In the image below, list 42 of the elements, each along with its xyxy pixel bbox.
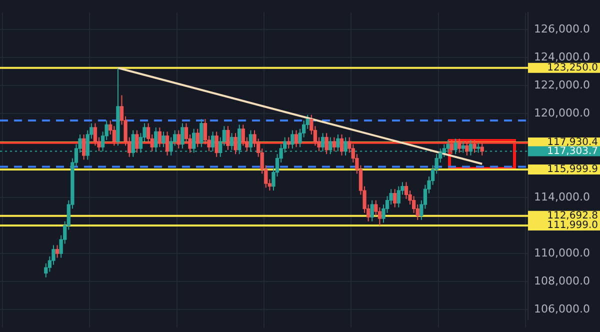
candlestick [472, 140, 476, 154]
y-tick-label: 106,000.0 [534, 302, 590, 316]
candlestick [393, 188, 397, 208]
candlestick [370, 200, 374, 222]
candlestick [396, 186, 400, 208]
candlestick [458, 138, 462, 154]
candlestick [135, 130, 139, 154]
candlestick [180, 122, 184, 149]
candlestick [340, 134, 344, 156]
y-tick-label: 124,000.0 [534, 50, 590, 64]
candlestick [165, 131, 170, 156]
candlestick [176, 130, 180, 149]
candlestick [214, 131, 218, 158]
candlestick [286, 136, 290, 149]
candlestick [162, 131, 166, 148]
candlestick [465, 140, 469, 156]
y-tick-label: 120,000.0 [534, 106, 590, 120]
candlestick [468, 140, 473, 156]
ref-line-label: 112,692.8 [547, 210, 598, 222]
y-tick-label: 110,000.0 [534, 246, 590, 260]
y-tick-label: 122,000.0 [534, 78, 590, 92]
ref-line-label: 123,250.0 [547, 62, 598, 74]
candlestick [158, 126, 162, 148]
ref-line-label: 115,999.9 [547, 164, 598, 176]
candlestick [294, 130, 298, 148]
candlestick [290, 130, 294, 149]
y-tick-label: 126,000.0 [534, 22, 590, 36]
ref-line-label: 117,303.7 [547, 146, 598, 157]
candlestick [196, 128, 200, 148]
candlestick [200, 118, 204, 148]
candlestick [332, 136, 336, 152]
y-tick-label: 114,000.0 [534, 190, 590, 204]
candlestick [82, 134, 86, 160]
candlestick [344, 136, 348, 156]
candlestick [226, 126, 230, 150]
candlestick [480, 142, 484, 156]
candlestick [324, 132, 328, 155]
candlestick [450, 140, 454, 155]
y-tick-label: 108,000.0 [534, 274, 590, 288]
ref-line-label: 111,999.0 [547, 220, 598, 232]
candlestick [234, 132, 238, 155]
candlestick [55, 244, 60, 258]
